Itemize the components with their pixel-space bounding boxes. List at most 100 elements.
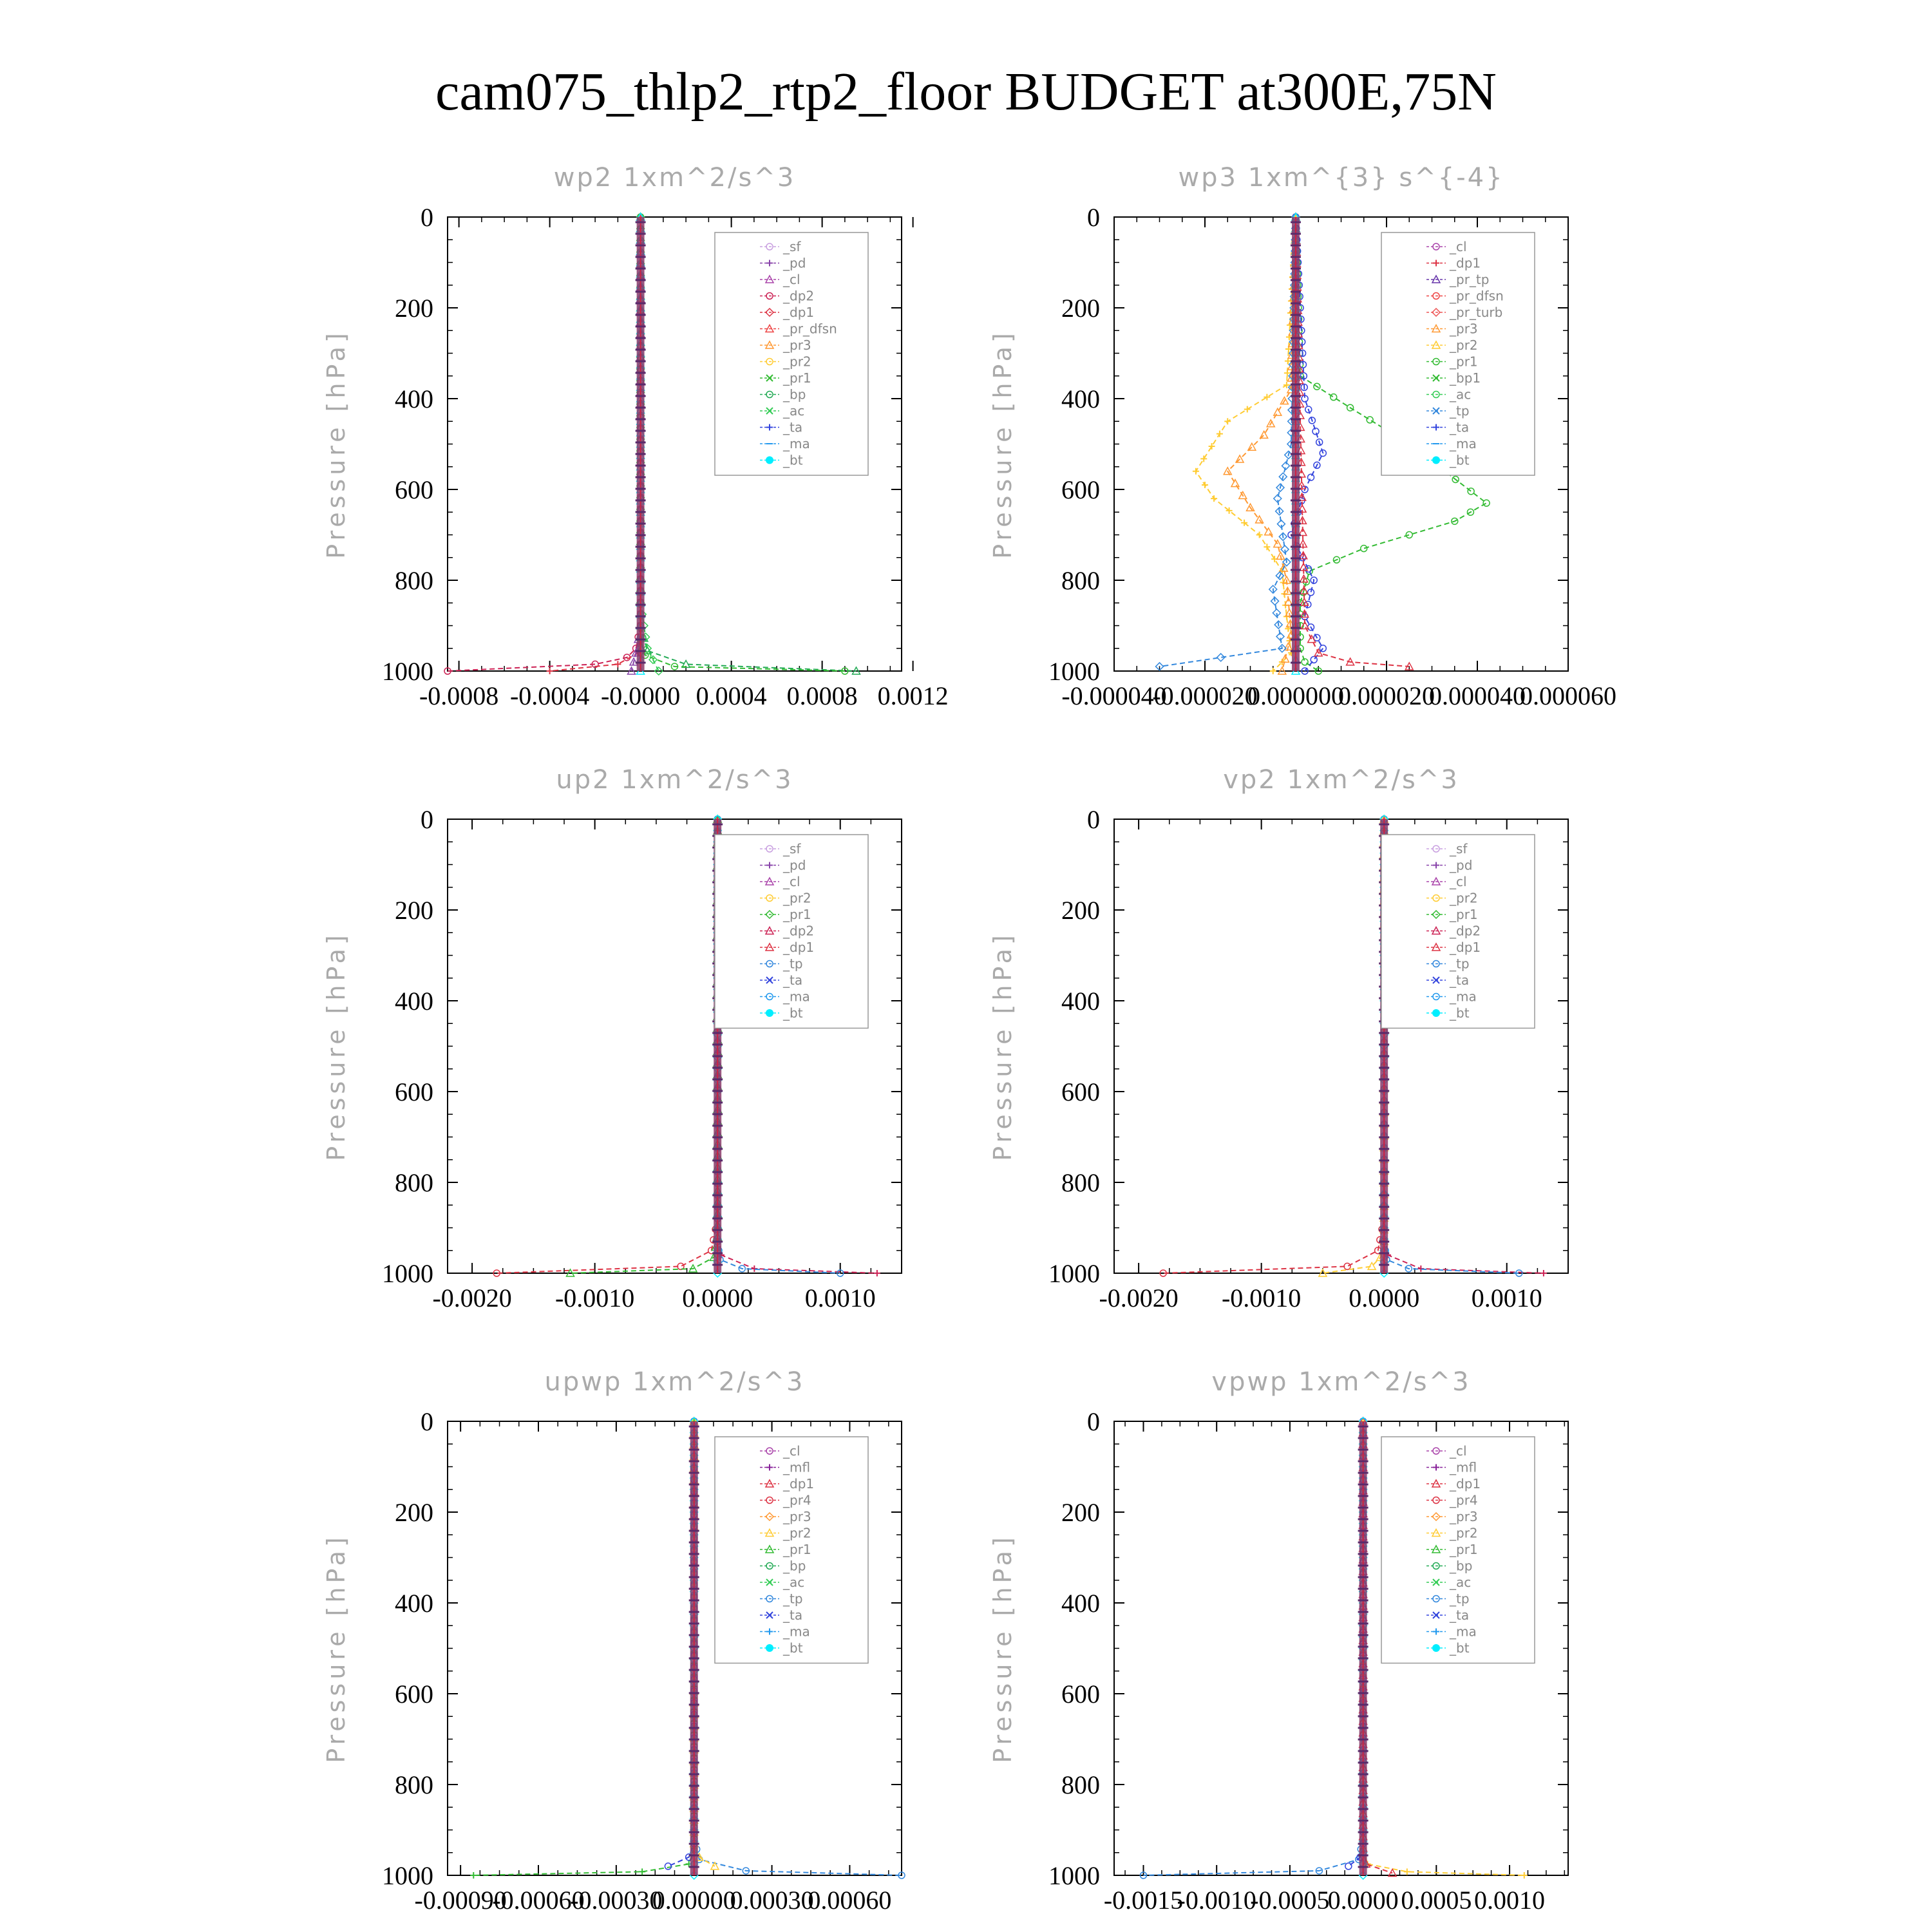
data-point: [688, 1264, 698, 1273]
y-axis-label: Pressure [hPa]: [322, 931, 350, 1161]
legend-label: _pr3: [782, 337, 811, 353]
panels: wp2 1xm^2/s^3 Pressure [hPa] 0 200 400 600 800…: [322, 163, 1616, 1915]
data-point: [1275, 632, 1285, 641]
legend-label: _pr1: [782, 907, 811, 922]
legend-marker: [1433, 1628, 1439, 1635]
y-tick-label: 800: [395, 1168, 433, 1197]
y-tick-label: 1000: [382, 657, 433, 686]
legend-label: _pd: [782, 256, 806, 271]
data-point: [1283, 370, 1291, 377]
legend-marker: [1431, 307, 1441, 317]
legend-label: _bt: [782, 1005, 803, 1021]
legend-marker: [1432, 960, 1440, 968]
data-point: [1301, 658, 1309, 666]
data-point: [1314, 667, 1322, 675]
y-tick-label: 400: [395, 1589, 433, 1618]
legend-marker: [1432, 1644, 1440, 1652]
series-line: [497, 819, 719, 1274]
data-point: [1273, 539, 1283, 548]
series-dp2: [444, 213, 645, 675]
data-point: [1268, 585, 1278, 594]
data-point: [643, 643, 652, 653]
data-point: [1515, 1269, 1523, 1277]
legend-label: _dp1: [782, 940, 814, 955]
legend-label: _pr3: [1449, 321, 1478, 337]
chart-panel-5: upwp 1xm^2/s^3 Pressure [hPa] 0 200 400 600 80…: [322, 1367, 905, 1915]
data-point: [1301, 667, 1309, 675]
data-point: [1247, 442, 1257, 451]
data-point: [1366, 416, 1374, 424]
data-point: [1540, 1270, 1547, 1276]
data-point: [1312, 428, 1320, 435]
data-point: [1343, 1262, 1351, 1271]
legend: _sf _pd_cl _dp2_dp1_pr_dfsn_pr3_pr2_pr1_bp…: [714, 232, 869, 476]
legend-marker: [1432, 374, 1440, 382]
data-point: [1300, 372, 1308, 380]
data-point: [1269, 668, 1276, 674]
data-point: [1155, 661, 1164, 672]
legend-label: _ac: [1449, 1575, 1471, 1590]
data-point: [1467, 488, 1475, 495]
legend-marker: [764, 274, 775, 283]
y-tick-label: 400: [1061, 384, 1100, 413]
y-tick-label: 600: [1061, 1680, 1100, 1709]
x-tick-label: -0.00030: [570, 1886, 662, 1915]
x-tick-label: 0.0008: [787, 681, 858, 710]
data-point: [1245, 502, 1255, 511]
data-point: [1216, 652, 1226, 662]
legend-marker: [1432, 390, 1440, 399]
legend-label: _pr1: [1449, 1542, 1478, 1557]
legend-marker: [766, 960, 773, 968]
data-point: [1202, 481, 1208, 488]
y-tick-label: 200: [395, 896, 433, 925]
data-point: [1284, 357, 1291, 365]
legend-label: _pr4: [782, 1493, 811, 1508]
data-point: [1345, 1862, 1352, 1870]
legend-label: _tp: [782, 956, 803, 972]
legend-marker: [766, 845, 773, 853]
data-point: [1298, 539, 1308, 548]
series-line: [1195, 216, 1296, 672]
legend-label: _pr1: [782, 1542, 811, 1557]
legend-marker: [1432, 894, 1440, 902]
data-point: [898, 1871, 905, 1879]
data-point: [444, 667, 451, 675]
legend-marker: [1431, 876, 1441, 886]
data-point: [836, 1269, 844, 1277]
legend-marker: [1432, 1496, 1440, 1504]
data-point: [1272, 608, 1282, 618]
data-point: [1332, 556, 1341, 564]
series-line: [1322, 819, 1385, 1274]
legend-marker: [764, 1544, 775, 1553]
legend-label: _mfl: [1449, 1460, 1477, 1475]
series-line: [447, 217, 641, 672]
legend-label: _bt: [1449, 453, 1470, 468]
x-tick-label: 0.000000: [1247, 681, 1344, 710]
data-point: [742, 1867, 750, 1875]
series-pr1: [565, 814, 723, 1277]
series-line: [1163, 819, 1385, 1274]
x-tick-label: 0.0000: [1328, 1886, 1399, 1915]
series-line: [570, 819, 719, 1274]
legend-label: _pr_turb: [1449, 305, 1502, 320]
legend-marker: [766, 374, 773, 382]
series-line: [1159, 216, 1296, 667]
chart-panel-6: vpwp 1xm^2/s^3 Pressure [hPa] 0 200 400 600 80…: [989, 1367, 1569, 1915]
data-point: [1159, 1269, 1167, 1277]
y-tick-label: 800: [395, 566, 433, 595]
legend-marker: [1432, 1578, 1440, 1586]
legend-marker: [1432, 292, 1440, 300]
legend-label: _pd: [1449, 858, 1472, 873]
data-point: [1313, 383, 1321, 390]
legend-label: _ac: [1449, 387, 1471, 402]
y-axis-label: Pressure [hPa]: [989, 329, 1017, 559]
x-tick-label: -0.00090: [414, 1886, 506, 1915]
y-tick-label: 0: [421, 1407, 433, 1436]
legend-label: _pr1: [1449, 907, 1478, 922]
y-tick-label: 200: [1061, 1498, 1100, 1527]
legend-marker: [764, 1528, 775, 1537]
legend-label: _pr_tp: [1449, 272, 1489, 287]
legend: _cl_mfl_dp1_pr4_pr3_pr2_pr1_bp_ac_tp_ta_…: [1381, 1436, 1535, 1664]
data-point: [1360, 544, 1368, 553]
data-point: [1273, 407, 1283, 416]
